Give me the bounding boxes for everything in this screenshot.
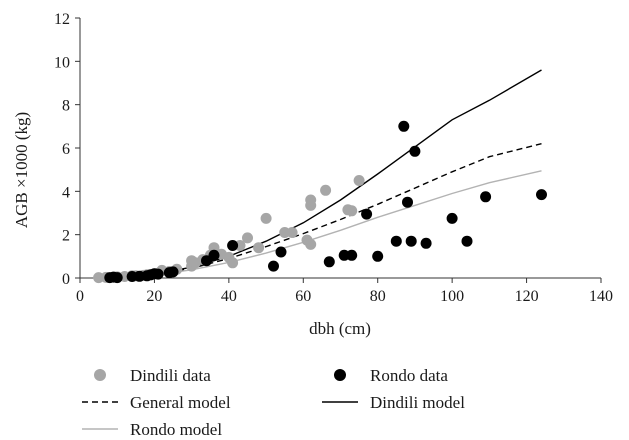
rondo-data-point [409,145,421,157]
data-points [93,120,547,284]
y-tick-label: 12 [54,11,70,28]
y-axis-title: AGB ×1000 (kg) [12,112,31,228]
rondo-data-point [480,191,492,203]
rondo-data-point [420,237,432,249]
legend-label-rondo-model: Rondo model [130,420,222,439]
dindili-data-point [305,194,317,206]
dindili-data-point [227,257,239,269]
legend-label-dindili-model: Dindili model [370,393,465,412]
rondo-model-line [98,170,542,279]
rondo-data-point [167,266,179,278]
dindili-data-point [253,242,265,254]
x-axis-title: dbh (cm) [309,319,371,338]
axes: 0 20 40 60 80 100 120 140 0 2 4 6 8 10 12 [54,11,613,305]
x-tick-label: 40 [221,288,237,305]
legend-label-dindili-data: Dindili data [130,366,211,385]
rondo-data-point [346,249,358,261]
legend-label-general-model: General model [130,393,231,412]
legend-marker-dindili-data [94,369,106,381]
general-model-line [98,143,542,279]
dindili-data-point [353,175,365,186]
x-tick-label: 120 [515,288,539,305]
rondo-data-point [111,272,123,284]
dindili-data-point [260,212,272,224]
x-tick-label: 140 [589,288,613,305]
y-tick-label: 10 [54,54,70,71]
y-tick-label: 2 [62,228,70,245]
rondo-data-point [402,196,413,208]
x-tick-label: 60 [295,288,311,305]
model-lines [98,69,542,279]
rondo-data-point [405,235,417,247]
rondo-data-point [152,268,164,280]
legend-marker-rondo-data [334,369,346,381]
y-tick-label: 8 [62,98,70,115]
rondo-data-point [461,235,473,247]
rondo-data-point [446,212,458,224]
rondo-data-point [275,246,287,258]
rondo-data-point [227,240,239,251]
rondo-data-point [536,189,547,201]
legend-label-rondo-data: Rondo data [370,366,448,385]
dindili-data-point [346,205,358,217]
x-tick-label: 100 [440,288,464,305]
x-tick-label: 0 [76,288,84,305]
dindili-data-point [286,227,298,238]
rondo-data-point [390,235,402,247]
dindili-model-line [98,69,542,279]
x-tick-label: 80 [370,288,386,305]
y-tick-label: 6 [62,141,70,158]
x-tick-label: 20 [146,288,162,305]
y-tick-label: 0 [62,271,70,288]
dindili-data-point [305,238,317,250]
dindili-data-point [208,242,220,254]
rondo-data-point [372,250,384,262]
rondo-data-point [208,249,220,261]
rondo-data-point [361,208,373,220]
rondo-data-point [268,260,279,272]
dindili-data-point [242,232,253,244]
rondo-data-point [323,256,335,268]
y-tick-label: 4 [62,184,70,201]
dindili-data-point [320,184,332,196]
rondo-data-point [398,120,410,132]
legend: Dindili data Rondo data General model Dindi… [82,366,465,439]
